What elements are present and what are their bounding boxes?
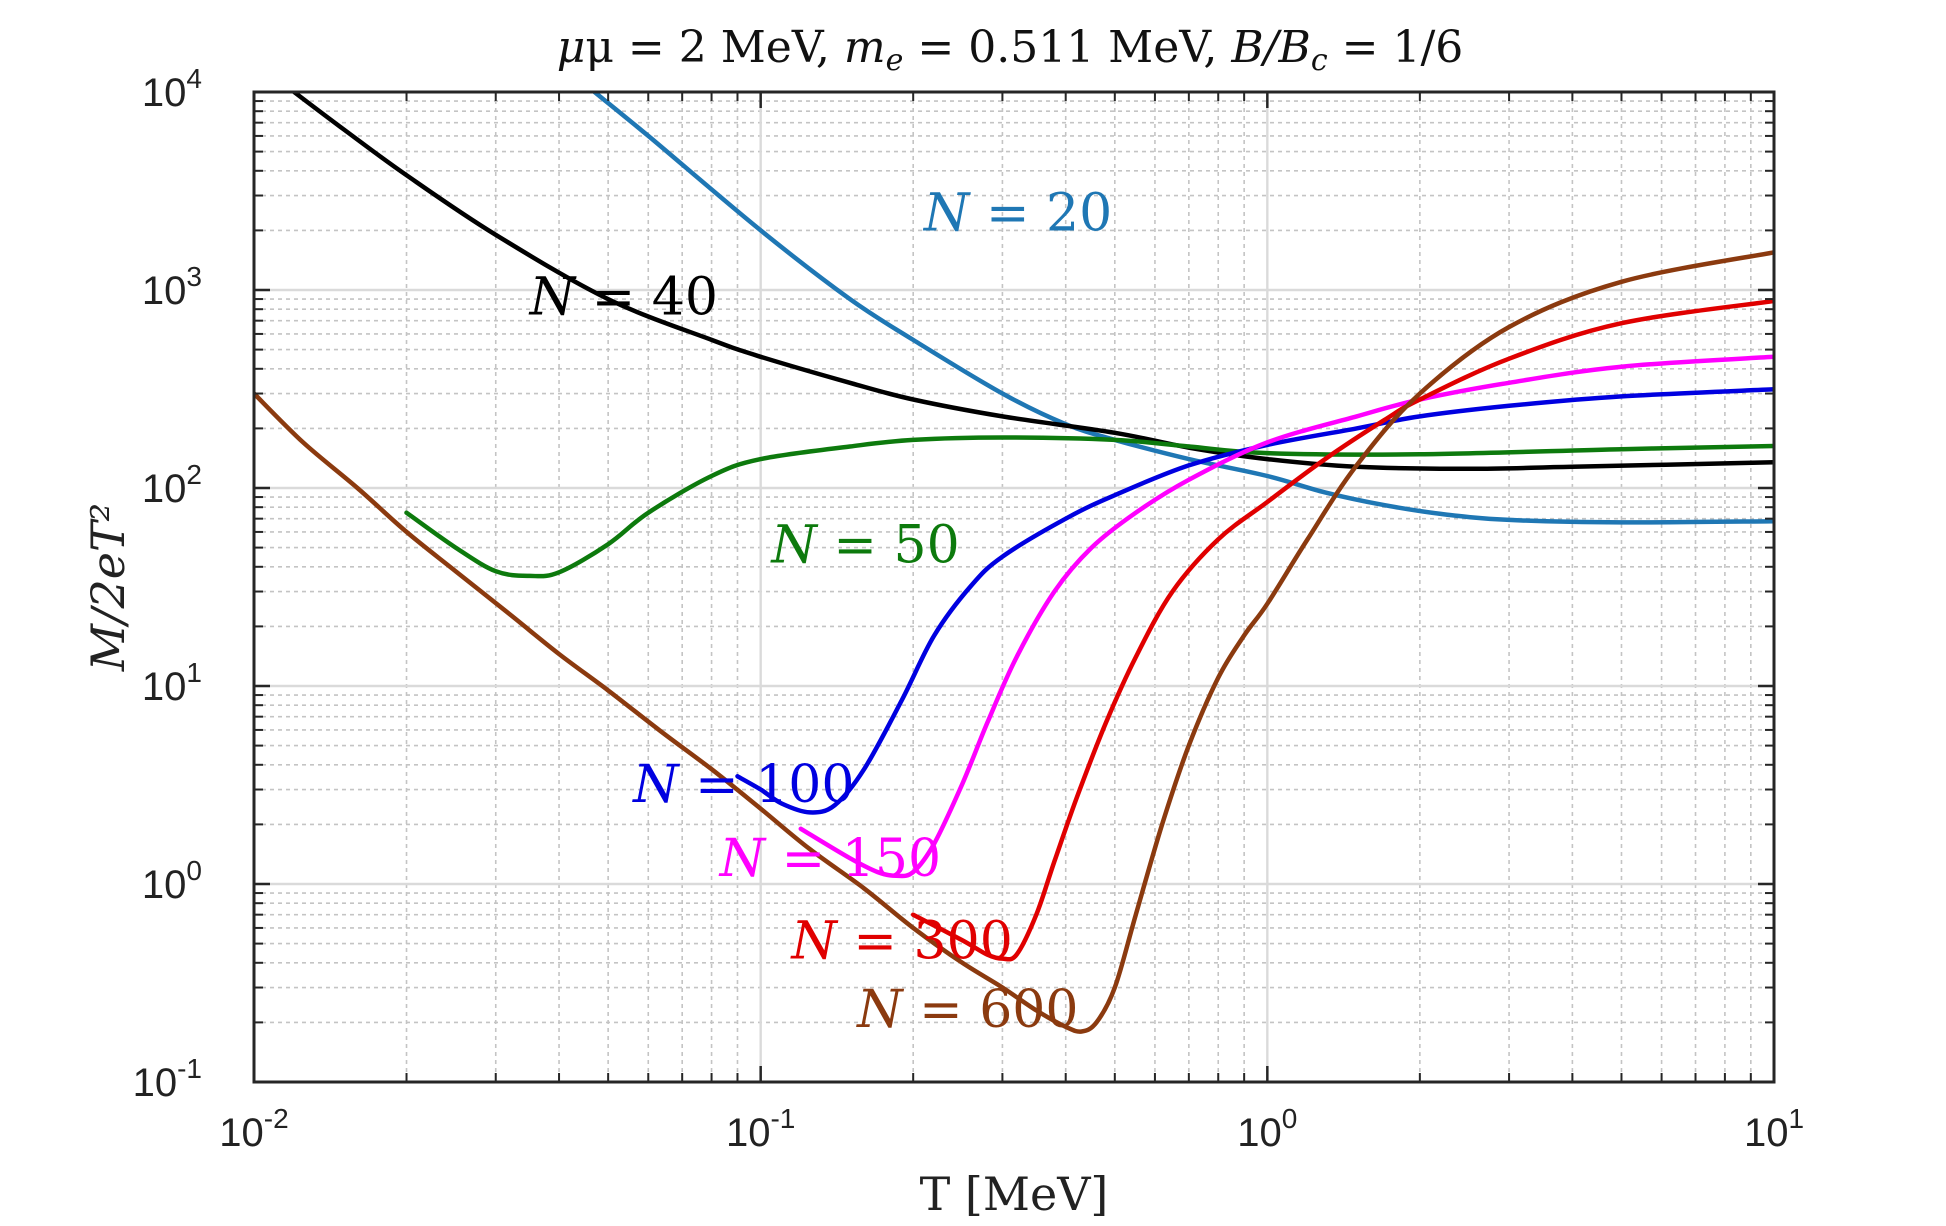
curve-label-n50: N = 50: [769, 516, 959, 576]
curve-label-n40: N = 40: [528, 268, 718, 328]
x-tick-label: 100: [1237, 1103, 1297, 1155]
series-line-n300: [910, 298, 1774, 962]
chart-title: μμ = 2 MeV, me = 0.511 MeV, B/Bc = 1/6: [557, 22, 1464, 78]
series-line-n150: [798, 354, 1774, 879]
minor-grid: [254, 92, 1774, 1082]
y-tick-label: 103: [142, 261, 202, 313]
curve-label-n300: N = 300: [789, 912, 1012, 972]
series-line-n50: [404, 435, 1774, 579]
series-layer: [254, 92, 1774, 1034]
tick-labels: 10-2 10-1 100 101 10-1 100 101 102 103 104: [133, 63, 1804, 1155]
series-line-n20: [592, 92, 1774, 525]
y-tick-label: 100: [142, 855, 202, 907]
x-tick-label: 10-1: [726, 1103, 795, 1155]
series-line-n100: [735, 387, 1774, 815]
curve-labels: N = 20 N = 40 N = 50 N = 100 N = 150 N = 300 N…: [528, 183, 1113, 1039]
curve-label-n100: N = 100: [631, 755, 854, 815]
plot-area-background: [254, 92, 1774, 1082]
x-tick-label: 10-2: [219, 1103, 288, 1155]
y-tick-label: 104: [142, 63, 202, 115]
curve-label-n150: N = 150: [718, 829, 941, 889]
y-tick-label: 102: [142, 459, 202, 511]
y-tick-label: 10-1: [133, 1053, 202, 1105]
curve-label-n20: N = 20: [922, 183, 1112, 243]
x-axis-label: T [MeV]: [920, 1167, 1109, 1221]
series-line-n40: [291, 92, 1774, 472]
y-tick-label: 101: [142, 657, 202, 709]
curve-label-n600: N = 600: [855, 980, 1078, 1040]
y-axis-label: M/2eT²: [81, 503, 135, 672]
series-line-n600: [254, 250, 1774, 1034]
x-tick-label: 101: [1744, 1103, 1804, 1155]
plot-frame: [252, 90, 1776, 1084]
